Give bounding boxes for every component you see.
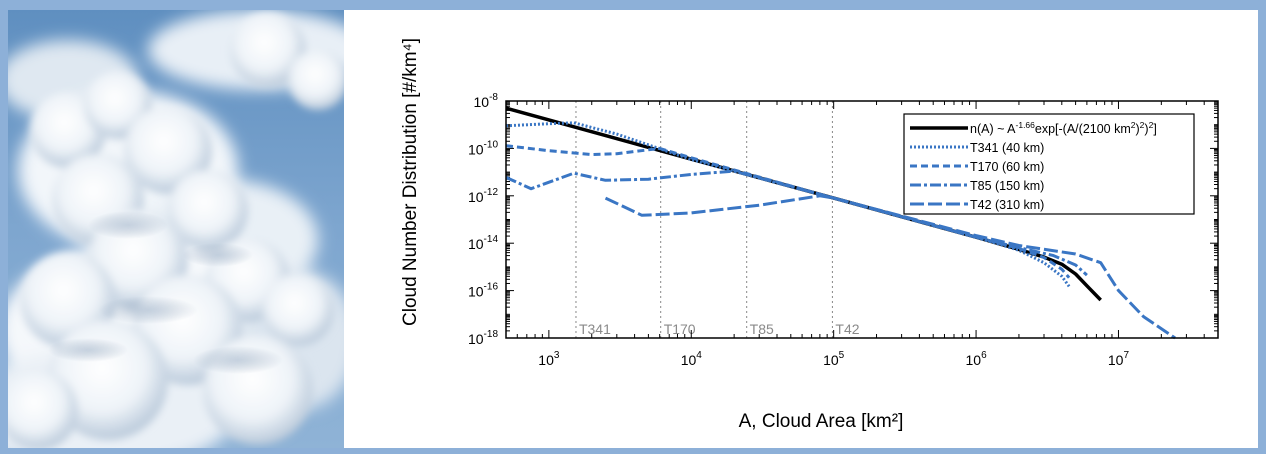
y-tick-label: 10-14: [468, 234, 498, 252]
cloud-distribution-chart: Cloud Number Distribution [#/km⁴] A, Clo…: [344, 10, 1250, 448]
y-tick-label: 10-10: [468, 139, 498, 157]
legend-label-2: T170 (60 km): [970, 160, 1044, 174]
series-line-2: [505, 144, 1071, 279]
legend-box: [903, 113, 1195, 215]
x-tick-label: 105: [823, 350, 845, 368]
series-line-0: [505, 106, 1102, 302]
vline-label-t85: T85: [750, 321, 774, 337]
x-tick-label: 103: [538, 350, 560, 368]
x-tick-label: 106: [965, 350, 987, 368]
cloud-photo: [8, 10, 344, 448]
y-tick-label: 10-12: [468, 187, 498, 205]
y-tick-label: 10-18: [468, 329, 498, 347]
y-tick-label: 10-8: [474, 92, 499, 110]
chart-svg: Cloud Number Distribution [#/km⁴] A, Clo…: [400, 38, 1219, 432]
x-tick-label: 107: [1108, 350, 1130, 368]
series-line-4: [604, 194, 1176, 340]
y-axis-label: Cloud Number Distribution [#/km⁴]: [400, 38, 421, 326]
legend-label-1: T341 (40 km): [970, 141, 1044, 155]
vline-label-t341: T341: [579, 321, 611, 337]
legend-label-4: T42 (310 km): [970, 198, 1044, 212]
vline-label-t170: T170: [664, 321, 696, 337]
x-axis-label: A, Cloud Area [km²]: [739, 411, 904, 432]
series-line-3: [505, 169, 1088, 277]
y-tick-label: 10-16: [468, 282, 498, 300]
legend-label-3: T85 (150 km): [970, 179, 1044, 193]
cloud-photo-image: [8, 10, 344, 448]
vline-label-t42: T42: [835, 321, 859, 337]
x-tick-label: 104: [681, 350, 703, 368]
legend-label-0: n(A) ~ A-1.66exp[-(A/(2100 km2)2)2]: [970, 120, 1157, 136]
plot-frame: [505, 100, 1219, 339]
